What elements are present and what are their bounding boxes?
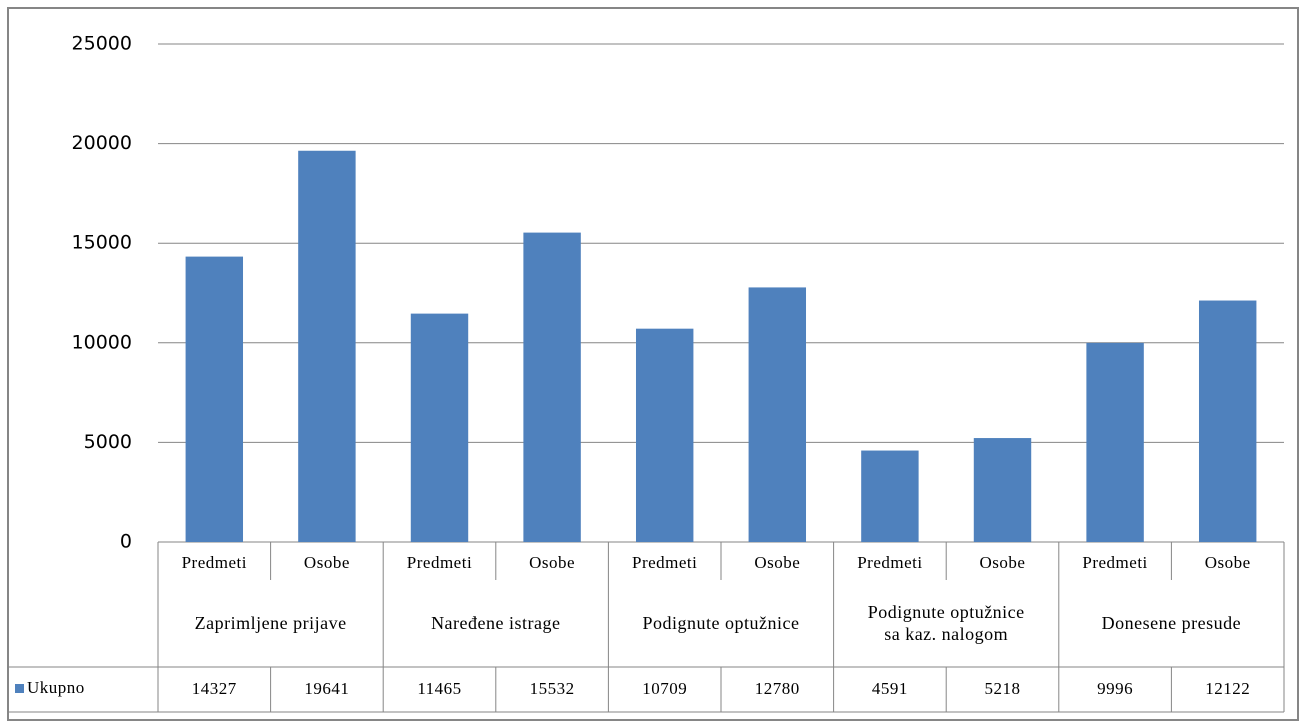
bar <box>1086 342 1144 542</box>
x-tick-label: Osobe <box>980 553 1026 572</box>
bar <box>635 328 694 542</box>
bar <box>861 450 919 542</box>
x-tick-label: Osobe <box>304 553 350 572</box>
bar <box>523 232 581 543</box>
bar <box>1198 300 1257 542</box>
x-tick-label: Predmeti <box>407 553 472 572</box>
table-value: 10709 <box>642 679 687 698</box>
table-value: 11465 <box>417 679 461 698</box>
x-tick-label: Predmeti <box>182 553 247 572</box>
table-value: 5218 <box>985 679 1021 698</box>
table-value: 15532 <box>530 679 575 698</box>
x-tick-label: Osobe <box>1205 553 1251 572</box>
group-label: Donesene presude <box>1101 613 1242 633</box>
table-value: 12122 <box>1205 679 1250 698</box>
x-tick-label: Predmeti <box>1082 553 1147 572</box>
x-tick-label: Osobe <box>529 553 575 572</box>
table-value: 19641 <box>304 679 349 698</box>
y-tick-label: 5000 <box>84 431 132 453</box>
y-tick-label: 20000 <box>72 132 132 154</box>
bar <box>298 150 356 542</box>
x-tick-label: Predmeti <box>632 553 697 572</box>
bar <box>185 256 244 542</box>
table-value: 12780 <box>755 679 800 698</box>
legend-swatch <box>15 684 24 693</box>
y-tick-label: 25000 <box>72 33 132 55</box>
table-value: 4591 <box>872 679 908 698</box>
table-value: 9996 <box>1097 679 1133 698</box>
group-label: Podignute optužnice <box>642 613 800 633</box>
x-tick-label: Osobe <box>754 553 800 572</box>
y-tick-label: 10000 <box>72 331 132 353</box>
x-tick-label: Predmeti <box>857 553 922 572</box>
group-label: Zaprimljene prijave <box>194 613 347 633</box>
group-label: Podignute optužnice sa kaz. nalogom <box>867 602 1025 644</box>
bar <box>973 438 1032 542</box>
bar <box>748 287 807 542</box>
bar <box>410 313 469 542</box>
group-label: Naređene istrage <box>431 613 561 633</box>
y-tick-label: 15000 <box>72 232 132 254</box>
legend-label: Ukupno <box>27 678 85 697</box>
y-tick-label: 0 <box>120 531 132 553</box>
table-value: 14327 <box>192 679 237 698</box>
